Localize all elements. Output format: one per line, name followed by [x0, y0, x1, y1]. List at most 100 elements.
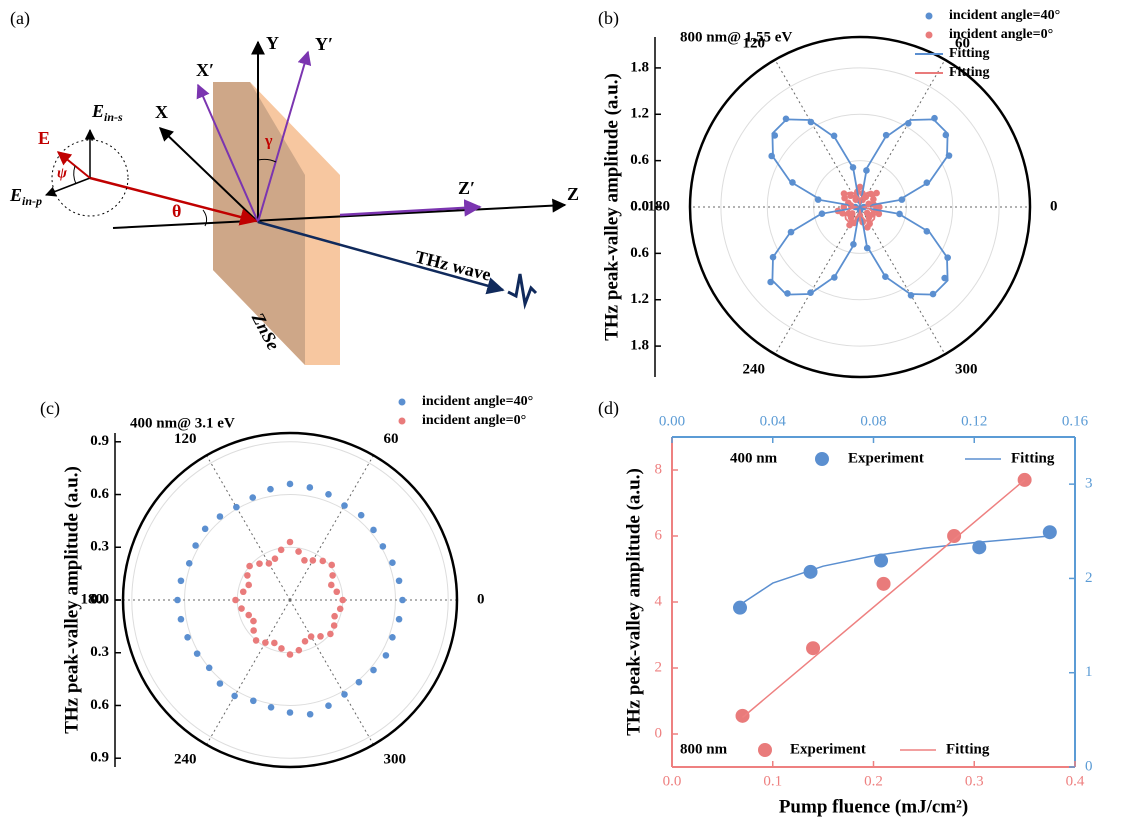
legend-marker [398, 398, 406, 406]
fit-line [742, 479, 1026, 719]
y-prime-axis [257, 50, 312, 223]
data-point [216, 513, 224, 520]
radial-tick-label: 0.0 [90, 591, 109, 607]
data-point [379, 543, 387, 550]
data-point [307, 633, 315, 640]
radial-tick-label: 0.0 [630, 198, 649, 214]
angle-label: 300 [955, 361, 978, 377]
x-tick-label: 0.16 [1062, 413, 1089, 429]
label: E [38, 128, 50, 148]
data-point [249, 494, 257, 501]
data-point [185, 560, 193, 567]
legend-group-label: 800 nm [680, 741, 728, 757]
fit-line [771, 118, 949, 296]
panel-label: (c) [40, 398, 60, 419]
data-point [233, 503, 240, 511]
legend-marker [925, 12, 933, 20]
theta-arc [202, 209, 208, 227]
data-point [192, 542, 199, 549]
y-tick-label: 0 [1085, 758, 1093, 774]
data-point [245, 581, 253, 589]
angle-grid-line [774, 206, 861, 355]
data-point [863, 209, 871, 217]
data-point [271, 639, 278, 647]
data-point [271, 555, 279, 563]
data-point [216, 680, 224, 687]
data-point [265, 560, 273, 567]
data-point [847, 214, 855, 221]
radial-tick-label: 0.3 [90, 644, 109, 660]
data-point [941, 274, 948, 282]
data-point [336, 605, 344, 613]
data-point [250, 627, 257, 634]
panel-label: (d) [598, 398, 619, 419]
radial-tick-label: 0.6 [630, 152, 649, 168]
polar-frame [688, 35, 1032, 379]
label: θ [172, 201, 181, 221]
label: γ [264, 133, 273, 150]
data-point [286, 709, 294, 716]
angle-grid-line [859, 206, 946, 355]
legend-label: incident angle=40° [422, 394, 533, 409]
angle-label: 240 [743, 361, 766, 377]
legend-label: Fitting [946, 741, 990, 757]
data-point [205, 664, 213, 672]
data-point [733, 600, 748, 615]
data-point [735, 708, 750, 723]
data-point [327, 630, 334, 638]
data-point [177, 577, 185, 585]
data-point [231, 692, 238, 700]
data-point [357, 511, 365, 519]
radial-tick-label: 0.9 [90, 433, 109, 449]
data-point [327, 581, 335, 589]
x-tick-label: 0.3 [965, 773, 984, 789]
radial-tick-label: 1.8 [630, 59, 649, 75]
setup-diagram: (a) Y Y′ X′ X Ein-s E ψ Ein-p θ γ Z′ Z T… [9, 8, 579, 365]
x-tick-label: 0.1 [763, 773, 782, 789]
data-point [250, 617, 257, 625]
data-point [806, 641, 821, 656]
data-point [395, 577, 403, 585]
thz-beam [257, 220, 505, 295]
radial-tick-label: 1.2 [630, 106, 649, 122]
label: Y′ [315, 34, 333, 54]
panel-label: (a) [10, 8, 30, 29]
data-point [238, 605, 245, 612]
data-point [874, 553, 889, 568]
legend-group-label: 400 nm [730, 450, 778, 466]
data-point [325, 702, 332, 710]
label: Ein-s [91, 101, 123, 124]
data-point [278, 645, 285, 652]
data-point [184, 633, 191, 641]
angle-label: 0 [1050, 198, 1058, 214]
data-point [239, 588, 247, 596]
data-point [847, 192, 854, 200]
angle-label: 60 [955, 36, 970, 52]
angle-label: 120 [174, 431, 197, 447]
radial-tick-label: 0.6 [90, 697, 109, 713]
data-point [317, 633, 324, 640]
data-point [370, 526, 377, 534]
data-point [277, 546, 285, 554]
radial-tick-label: 0.0 [630, 198, 649, 214]
data-point [389, 559, 396, 567]
label: Z [567, 184, 579, 204]
y-tick-label: 4 [655, 593, 663, 609]
legend-label: Experiment [790, 741, 866, 757]
legend-label: incident angle=0° [422, 413, 526, 428]
data-point [333, 588, 341, 596]
radial-tick-label: 0.9 [90, 750, 109, 766]
data-point [286, 538, 294, 546]
fit-line [844, 191, 876, 223]
data-point [252, 637, 260, 644]
y-tick-label: 2 [1085, 570, 1093, 586]
x-tick-label: 0.2 [864, 773, 883, 789]
angle-label: 240 [174, 752, 197, 768]
legend-marker [925, 31, 933, 39]
data-point [193, 650, 201, 657]
angle-label: 0 [477, 591, 485, 607]
subtitle: 800 nm@ 1.55 eV [680, 29, 792, 45]
z-axis [112, 198, 567, 229]
radial-tick-label: 1.2 [630, 291, 649, 307]
